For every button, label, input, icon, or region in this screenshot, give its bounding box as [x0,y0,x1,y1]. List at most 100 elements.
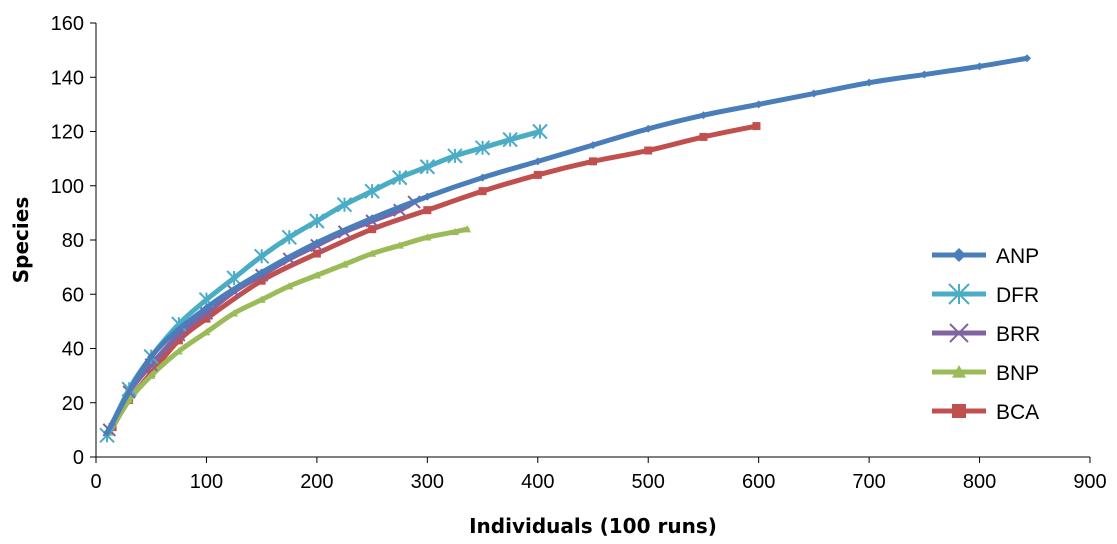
data-point-bca [699,132,708,141]
data-point-anp [865,78,874,87]
legend-label-dfr: DFR [996,284,1039,307]
data-point-bca [589,157,597,166]
data-point-bnp [340,260,349,268]
y-tick-label: 160 [51,13,84,35]
data-point-anp [920,70,929,79]
y-tick-label: 0 [73,447,84,469]
data-point-anp [257,268,266,277]
data-point-dfr [447,148,463,164]
data-point-anp [312,238,321,247]
series-dfr [99,123,548,444]
data-point-anp [368,214,377,223]
data-point-bnp [423,233,432,241]
data-point-dfr [502,131,518,148]
y-axis-title: Species [9,197,33,283]
data-point-bnp [285,282,294,290]
legend-label-bca: BCA [996,401,1039,424]
data-point-bnp [395,241,404,249]
legend: ANP DFR BRR BNP BCA [932,245,1040,424]
x-tick-label: 100 [190,471,223,493]
x-tick-label: 600 [742,471,775,493]
x-tick-label: 700 [852,471,885,493]
y-tick-label: 60 [62,284,84,306]
data-point-bca [368,225,377,234]
legend-label-bnp: BNP [996,362,1039,385]
x-tick-label: 900 [1073,471,1106,493]
data-point-dfr [281,229,297,245]
data-point-dfr [532,123,548,140]
data-point-dfr [474,140,491,156]
axes: 0 100 200 300 400 500 600 700 800 900 0 20 40 60 80 100… [51,13,1107,493]
y-tick-label: 20 [62,393,84,415]
data-point-bca [174,336,183,345]
y-tick-label: 100 [51,176,84,198]
y-tick-label: 140 [51,67,84,89]
x-tick-label: 200 [300,471,333,493]
data-point-dfr [392,169,408,186]
data-point-dfr [364,183,380,199]
series-line-brr [106,199,417,433]
legend-item-brr: BRR [932,323,1040,346]
data-point-bca [533,170,542,179]
legend-item-dfr: DFR [932,283,1039,307]
data-point-bnp [368,249,377,257]
data-point-bca [478,187,487,196]
legend-marker-bnp [952,365,966,378]
data-point-bca [752,122,761,131]
legend-item-bca: BCA [932,401,1039,424]
y-tick-label: 120 [51,122,84,144]
series-line-bca [110,123,759,430]
data-point-anp [754,100,763,109]
data-point-anp [975,62,984,71]
data-point-anp [478,173,487,182]
data-point-dfr [419,159,436,175]
data-point-bnp [125,396,134,404]
data-point-dfr [253,248,270,264]
data-point-anp [103,428,112,437]
data-point-anp [423,192,432,201]
data-point-anp [202,303,211,312]
data-point-bca [644,146,653,155]
data-point-anp [533,157,542,166]
series-bca [108,122,761,432]
legend-label-anp: ANP [996,245,1039,268]
y-tick-label: 40 [62,339,84,361]
series-layer [99,54,1032,444]
x-axis-title: Individuals (100 runs) [469,514,717,538]
legend-marker-dfr [948,283,970,305]
data-point-bnp [174,347,183,355]
data-point-anp [589,141,597,150]
data-point-dfr [309,213,325,229]
data-point-bca [202,314,211,323]
legend-label-brr: BRR [996,323,1040,346]
x-tick-label: 500 [632,471,665,493]
data-point-dfr [336,197,353,213]
x-tick-label: 0 [90,471,101,493]
data-point-bnp [463,225,472,233]
x-tick-label: 300 [411,471,444,493]
data-point-anp [1023,54,1032,63]
data-point-bnp [312,271,321,279]
series-anp [103,54,1032,437]
data-point-bnp [450,227,459,236]
data-point-bnp [230,309,239,317]
series-bnp [105,225,472,436]
x-tick-label: 400 [521,471,554,493]
data-point-bca [312,249,321,258]
legend-item-anp: ANP [932,245,1039,268]
legend-item-bnp: BNP [932,362,1039,385]
legend-marker-brr [949,323,969,343]
legend-marker-bca [952,404,966,418]
data-point-bnp [257,295,266,303]
data-point-anp [809,89,818,98]
data-point-dfr [226,270,242,286]
legend-marker-anp [952,248,966,262]
data-point-anp [147,352,156,361]
y-tick-label: 80 [62,230,84,252]
data-point-bnp [147,371,156,379]
data-point-anp [699,111,708,120]
series-line-anp [104,55,1030,436]
data-point-bnp [202,328,211,336]
x-tick-label: 800 [963,471,996,493]
